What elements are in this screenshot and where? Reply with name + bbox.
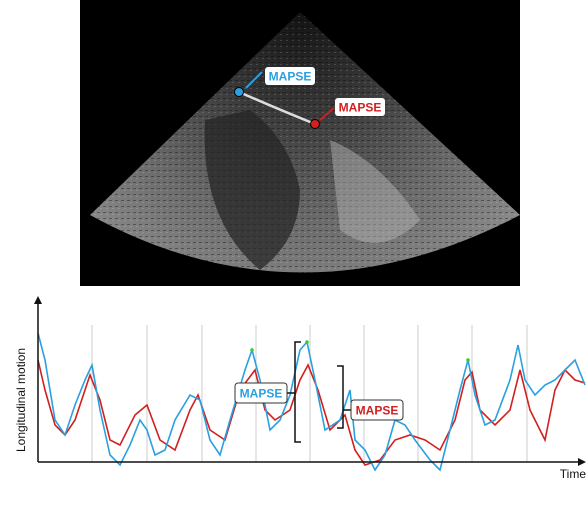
trace [37,359,586,466]
label: MAPSE [269,70,312,84]
x-arrow [578,458,586,466]
peak [305,340,309,344]
label-box [350,399,404,421]
marker [310,119,320,129]
label: MAPSE [356,404,399,418]
trace [37,332,586,472]
bracket [294,341,301,443]
annulus [238,90,316,126]
pointer [245,71,263,89]
peak [466,358,470,362]
y-arrow [34,296,42,304]
pointer [319,107,335,121]
ultrasound-image: MAPSE MAPSE [80,0,520,286]
wall [330,140,420,243]
peak [250,348,254,352]
y-axis-label: Longitudinal motion [14,348,28,452]
sector-texture [90,12,520,273]
marker [234,87,244,97]
label: MAPSE [240,387,283,401]
x-axis-label: Time [560,467,587,481]
chamber [204,110,300,270]
label-box [335,98,385,116]
graph [91,325,528,462]
label: MAPSE [339,101,382,115]
label-box [265,67,315,85]
label-box [234,382,288,404]
bracket [337,365,344,429]
